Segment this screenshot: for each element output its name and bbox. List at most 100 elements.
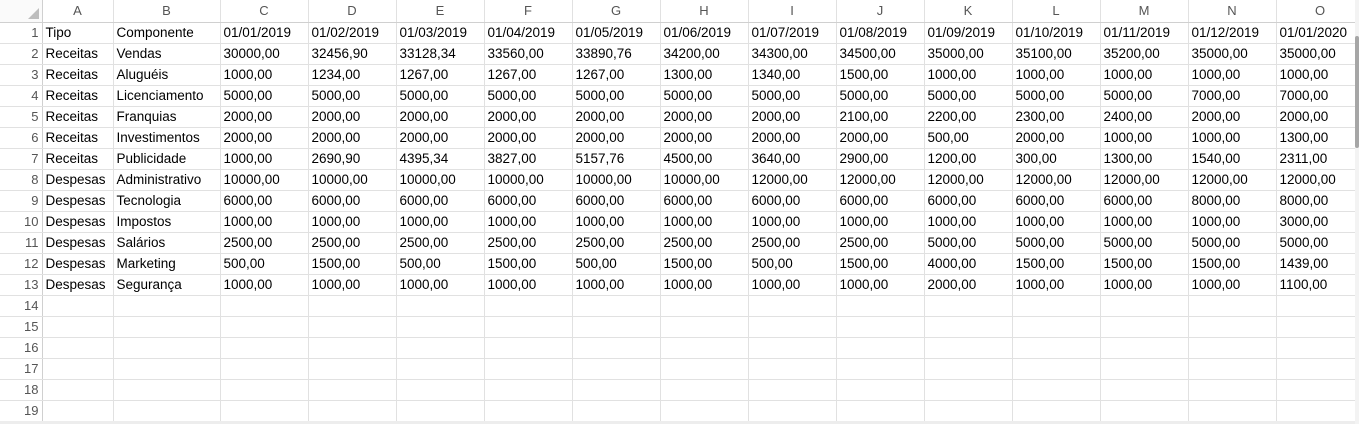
cell-n3[interactable]: 1000,00 [1188, 64, 1277, 86]
cell-m12[interactable]: 1500,00 [1100, 253, 1189, 275]
cell-c1[interactable]: 01/01/2019 [220, 22, 309, 44]
cell-a5[interactable]: Receitas [42, 106, 114, 128]
cell-m18[interactable] [1100, 379, 1189, 401]
cell-o8[interactable]: 12000,00 [1276, 169, 1355, 191]
cell-c9[interactable]: 6000,00 [220, 190, 309, 212]
cell-k8[interactable]: 12000,00 [924, 169, 1013, 191]
cell-i16[interactable] [748, 337, 837, 359]
cell-k5[interactable]: 2200,00 [924, 106, 1013, 128]
cell-m3[interactable]: 1000,00 [1100, 64, 1189, 86]
column-header-o[interactable]: O [1276, 0, 1355, 23]
cell-g12[interactable]: 500,00 [572, 253, 661, 275]
column-header-i[interactable]: I [748, 0, 837, 23]
cell-a11[interactable]: Despesas [42, 232, 114, 254]
cell-e3[interactable]: 1267,00 [396, 64, 485, 86]
row-header[interactable]: 19 [0, 400, 43, 422]
cell-e17[interactable] [396, 358, 485, 380]
cell-g18[interactable] [572, 379, 661, 401]
cell-n7[interactable]: 1540,00 [1188, 148, 1277, 170]
cell-o14[interactable] [1276, 295, 1355, 317]
cell-f7[interactable]: 3827,00 [484, 148, 573, 170]
cell-g17[interactable] [572, 358, 661, 380]
select-all-corner[interactable] [0, 0, 43, 23]
cell-d9[interactable]: 6000,00 [308, 190, 397, 212]
cell-a18[interactable] [42, 379, 114, 401]
cell-e19[interactable] [396, 400, 485, 422]
row-header[interactable]: 6 [0, 127, 43, 149]
cell-g5[interactable]: 2000,00 [572, 106, 661, 128]
vertical-scrollbar-thumb[interactable] [1355, 36, 1359, 148]
cell-n11[interactable]: 5000,00 [1188, 232, 1277, 254]
cell-o17[interactable] [1276, 358, 1355, 380]
row-header[interactable]: 8 [0, 169, 43, 191]
cell-l10[interactable]: 1000,00 [1012, 211, 1101, 233]
cell-a3[interactable]: Receitas [42, 64, 114, 86]
cell-m11[interactable]: 5000,00 [1100, 232, 1189, 254]
cell-i12[interactable]: 500,00 [748, 253, 837, 275]
cell-d16[interactable] [308, 337, 397, 359]
row-header[interactable]: 16 [0, 337, 43, 359]
cell-h16[interactable] [660, 337, 749, 359]
cell-d18[interactable] [308, 379, 397, 401]
cell-i11[interactable]: 2500,00 [748, 232, 837, 254]
cell-e5[interactable]: 2000,00 [396, 106, 485, 128]
cell-o9[interactable]: 8000,00 [1276, 190, 1355, 212]
cell-o1[interactable]: 01/01/2020 [1276, 22, 1355, 44]
cell-l15[interactable] [1012, 316, 1101, 338]
column-header-k[interactable]: K [924, 0, 1013, 23]
cell-h4[interactable]: 5000,00 [660, 85, 749, 107]
cell-c2[interactable]: 30000,00 [220, 43, 309, 65]
cell-l13[interactable]: 1000,00 [1012, 274, 1101, 296]
cell-j16[interactable] [836, 337, 925, 359]
row-header[interactable]: 10 [0, 211, 43, 233]
column-header-d[interactable]: D [308, 0, 397, 23]
cell-a7[interactable]: Receitas [42, 148, 114, 170]
cell-m8[interactable]: 12000,00 [1100, 169, 1189, 191]
row-header[interactable]: 13 [0, 274, 43, 296]
cell-d10[interactable]: 1000,00 [308, 211, 397, 233]
cell-l3[interactable]: 1000,00 [1012, 64, 1101, 86]
cell-f5[interactable]: 2000,00 [484, 106, 573, 128]
cell-j1[interactable]: 01/08/2019 [836, 22, 925, 44]
cell-b1[interactable]: Componente [113, 22, 221, 44]
row-header[interactable]: 7 [0, 148, 43, 170]
column-header-m[interactable]: M [1100, 0, 1189, 23]
cell-k18[interactable] [924, 379, 1013, 401]
cell-a1[interactable]: Tipo [42, 22, 114, 44]
cell-l5[interactable]: 2300,00 [1012, 106, 1101, 128]
cell-f10[interactable]: 1000,00 [484, 211, 573, 233]
cell-f8[interactable]: 10000,00 [484, 169, 573, 191]
cell-m17[interactable] [1100, 358, 1189, 380]
cell-i18[interactable] [748, 379, 837, 401]
cell-b12[interactable]: Marketing [113, 253, 221, 275]
cell-n14[interactable] [1188, 295, 1277, 317]
cell-n19[interactable] [1188, 400, 1277, 422]
cell-f4[interactable]: 5000,00 [484, 85, 573, 107]
cell-c19[interactable] [220, 400, 309, 422]
cell-j7[interactable]: 2900,00 [836, 148, 925, 170]
cell-d3[interactable]: 1234,00 [308, 64, 397, 86]
cell-b2[interactable]: Vendas [113, 43, 221, 65]
cell-i19[interactable] [748, 400, 837, 422]
cell-b9[interactable]: Tecnologia [113, 190, 221, 212]
cell-b6[interactable]: Investimentos [113, 127, 221, 149]
cell-e18[interactable] [396, 379, 485, 401]
cell-f15[interactable] [484, 316, 573, 338]
cell-i7[interactable]: 3640,00 [748, 148, 837, 170]
column-header-n[interactable]: N [1188, 0, 1277, 23]
cell-d13[interactable]: 1000,00 [308, 274, 397, 296]
cell-o4[interactable]: 7000,00 [1276, 85, 1355, 107]
cell-o12[interactable]: 1439,00 [1276, 253, 1355, 275]
cell-m10[interactable]: 1000,00 [1100, 211, 1189, 233]
cell-b3[interactable]: Aluguéis [113, 64, 221, 86]
cell-e4[interactable]: 5000,00 [396, 85, 485, 107]
cell-j8[interactable]: 12000,00 [836, 169, 925, 191]
cell-a6[interactable]: Receitas [42, 127, 114, 149]
cell-j13[interactable]: 1000,00 [836, 274, 925, 296]
cell-k12[interactable]: 4000,00 [924, 253, 1013, 275]
cell-l7[interactable]: 300,00 [1012, 148, 1101, 170]
cell-c8[interactable]: 10000,00 [220, 169, 309, 191]
cell-i6[interactable]: 2000,00 [748, 127, 837, 149]
cell-g7[interactable]: 5157,76 [572, 148, 661, 170]
cell-m15[interactable] [1100, 316, 1189, 338]
